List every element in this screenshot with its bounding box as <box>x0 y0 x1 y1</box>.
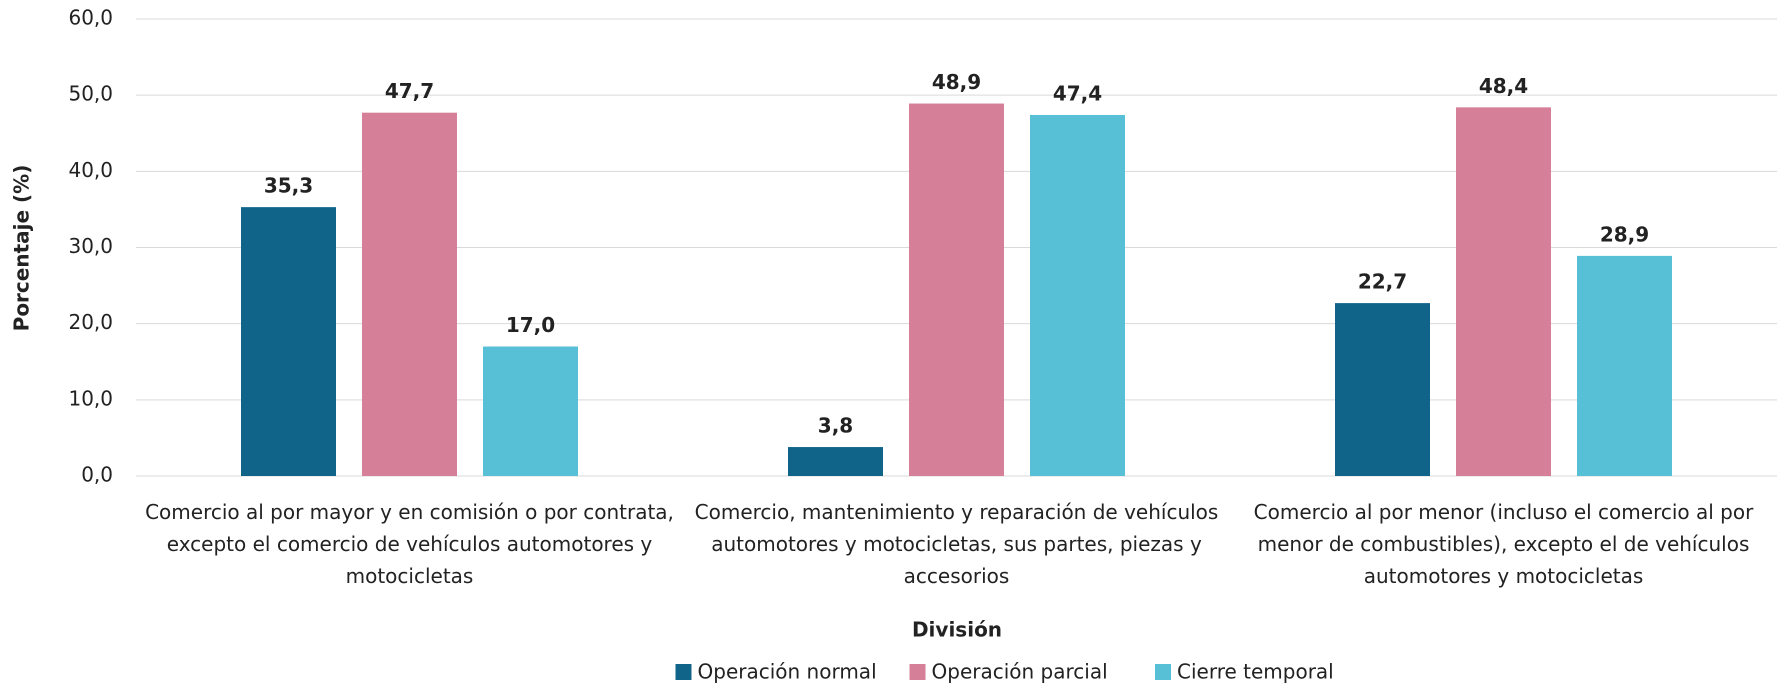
bar <box>1577 255 1672 476</box>
y-tick-label: 10,0 <box>68 386 113 410</box>
y-tick-label: 50,0 <box>68 82 113 106</box>
x-tick-label: Comercio, mantenimiento y reparación de … <box>694 500 1219 588</box>
legend-swatch <box>1155 664 1171 680</box>
x-axis-title: División <box>912 618 1002 642</box>
value-label: 22,7 <box>1358 270 1407 294</box>
bar <box>1456 107 1551 476</box>
bar <box>1030 114 1125 476</box>
legend-swatch <box>909 664 926 680</box>
value-label: 47,7 <box>385 79 434 103</box>
bar <box>241 207 336 477</box>
y-axis-title: Porcentaje (%) <box>10 165 34 332</box>
value-label: 48,4 <box>1479 74 1528 98</box>
legend-label: Operación normal <box>698 660 877 684</box>
legend-swatch <box>675 664 692 680</box>
bar <box>909 103 1004 477</box>
value-label: 48,9 <box>932 70 981 94</box>
y-tick-label: 40,0 <box>68 158 113 182</box>
value-label: 35,3 <box>264 174 313 198</box>
x-tick-label: Comercio al por menor (incluso el comerc… <box>1253 500 1754 588</box>
bar <box>362 112 457 476</box>
bar <box>1335 303 1430 476</box>
y-tick-label: 60,0 <box>68 6 113 30</box>
value-label: 17,0 <box>506 313 555 337</box>
value-label: 28,9 <box>1600 222 1649 246</box>
value-label: 3,8 <box>818 414 853 438</box>
y-tick-label: 0,0 <box>81 463 113 487</box>
bar <box>788 447 883 476</box>
legend-label: Cierre temporal <box>1177 660 1334 684</box>
bar <box>483 346 578 476</box>
value-label: 47,4 <box>1053 81 1102 105</box>
x-tick-label: Comercio al por mayor y en comisión o po… <box>145 500 674 588</box>
y-tick-label: 20,0 <box>68 310 113 334</box>
legend-label: Operación parcial <box>932 660 1108 684</box>
y-tick-label: 30,0 <box>68 234 113 258</box>
